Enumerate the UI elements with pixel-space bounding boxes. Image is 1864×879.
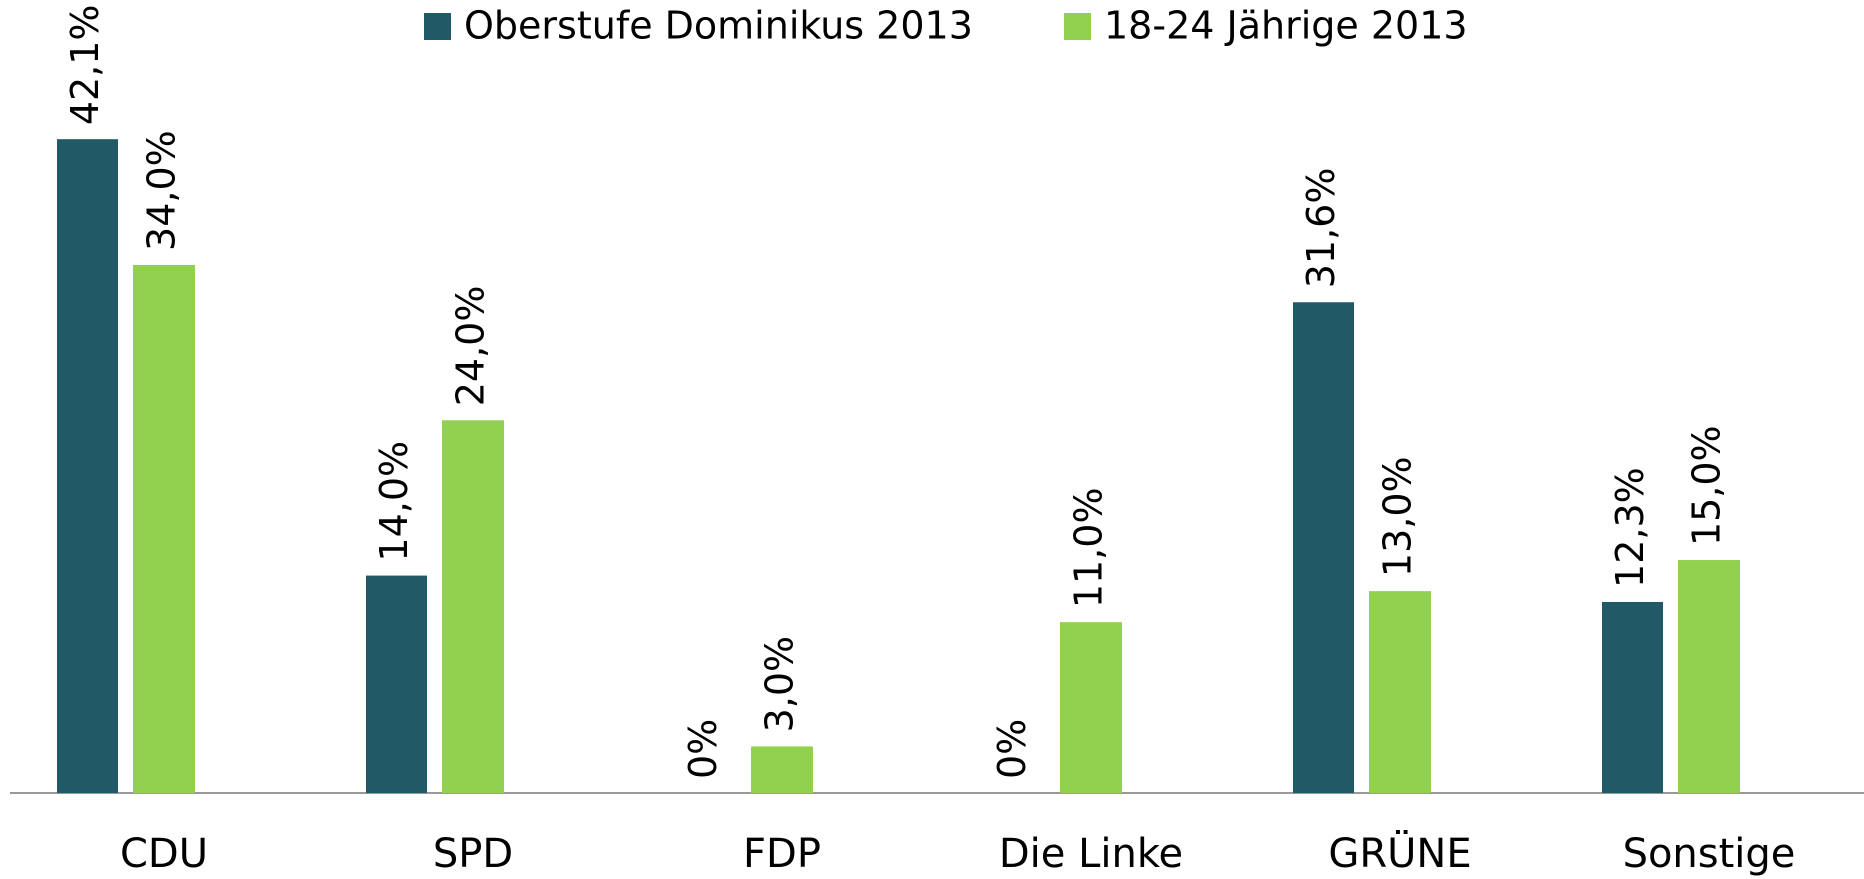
- bar: [442, 420, 504, 793]
- legend-swatch: [424, 13, 451, 40]
- data-label: 0%: [990, 719, 1034, 779]
- data-label: 31,6%: [1299, 168, 1343, 289]
- x-tick-label: Die Linke: [999, 831, 1183, 877]
- bar: [1678, 560, 1740, 793]
- bar: [1293, 302, 1354, 793]
- x-tick-label: FDP: [743, 831, 821, 877]
- data-label: 0%: [681, 719, 725, 779]
- bar: [366, 575, 427, 793]
- bar: [1602, 601, 1663, 793]
- bar: [57, 139, 118, 793]
- x-tick-label: GRÜNE: [1328, 829, 1471, 877]
- legend-label: 18-24 Jährige 2013: [1104, 4, 1468, 48]
- legend-swatch: [1064, 13, 1091, 40]
- bar: [751, 746, 813, 793]
- data-label: 3,0%: [758, 636, 802, 733]
- data-label: 14,0%: [372, 441, 416, 562]
- data-label: 15,0%: [1685, 425, 1729, 546]
- bar: [1369, 591, 1431, 793]
- bar: [1060, 622, 1122, 793]
- x-tick-label: SPD: [433, 831, 513, 877]
- data-label: 34,0%: [140, 130, 184, 251]
- x-tick-label: Sonstige: [1623, 831, 1796, 877]
- data-label: 42,1%: [63, 4, 107, 125]
- data-label: 24,0%: [449, 286, 493, 407]
- legend-label: Oberstufe Dominikus 2013: [464, 4, 973, 48]
- x-tick-label: CDU: [120, 831, 208, 877]
- data-label: 12,3%: [1608, 467, 1652, 588]
- data-label: 13,0%: [1376, 456, 1420, 577]
- data-label: 11,0%: [1067, 487, 1111, 608]
- bar: [133, 264, 195, 794]
